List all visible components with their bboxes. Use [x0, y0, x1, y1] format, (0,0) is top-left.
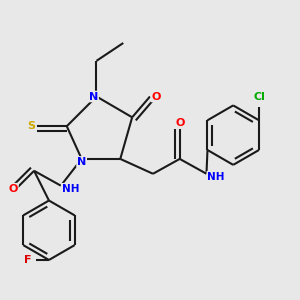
Text: N: N	[89, 92, 98, 101]
Text: NH: NH	[61, 184, 79, 194]
Text: NH: NH	[207, 172, 225, 182]
Text: S: S	[27, 121, 35, 131]
Text: O: O	[151, 92, 160, 101]
Text: O: O	[175, 118, 184, 128]
Text: O: O	[9, 184, 18, 194]
Text: N: N	[77, 157, 86, 167]
Text: F: F	[24, 255, 32, 265]
Text: Cl: Cl	[253, 92, 265, 101]
